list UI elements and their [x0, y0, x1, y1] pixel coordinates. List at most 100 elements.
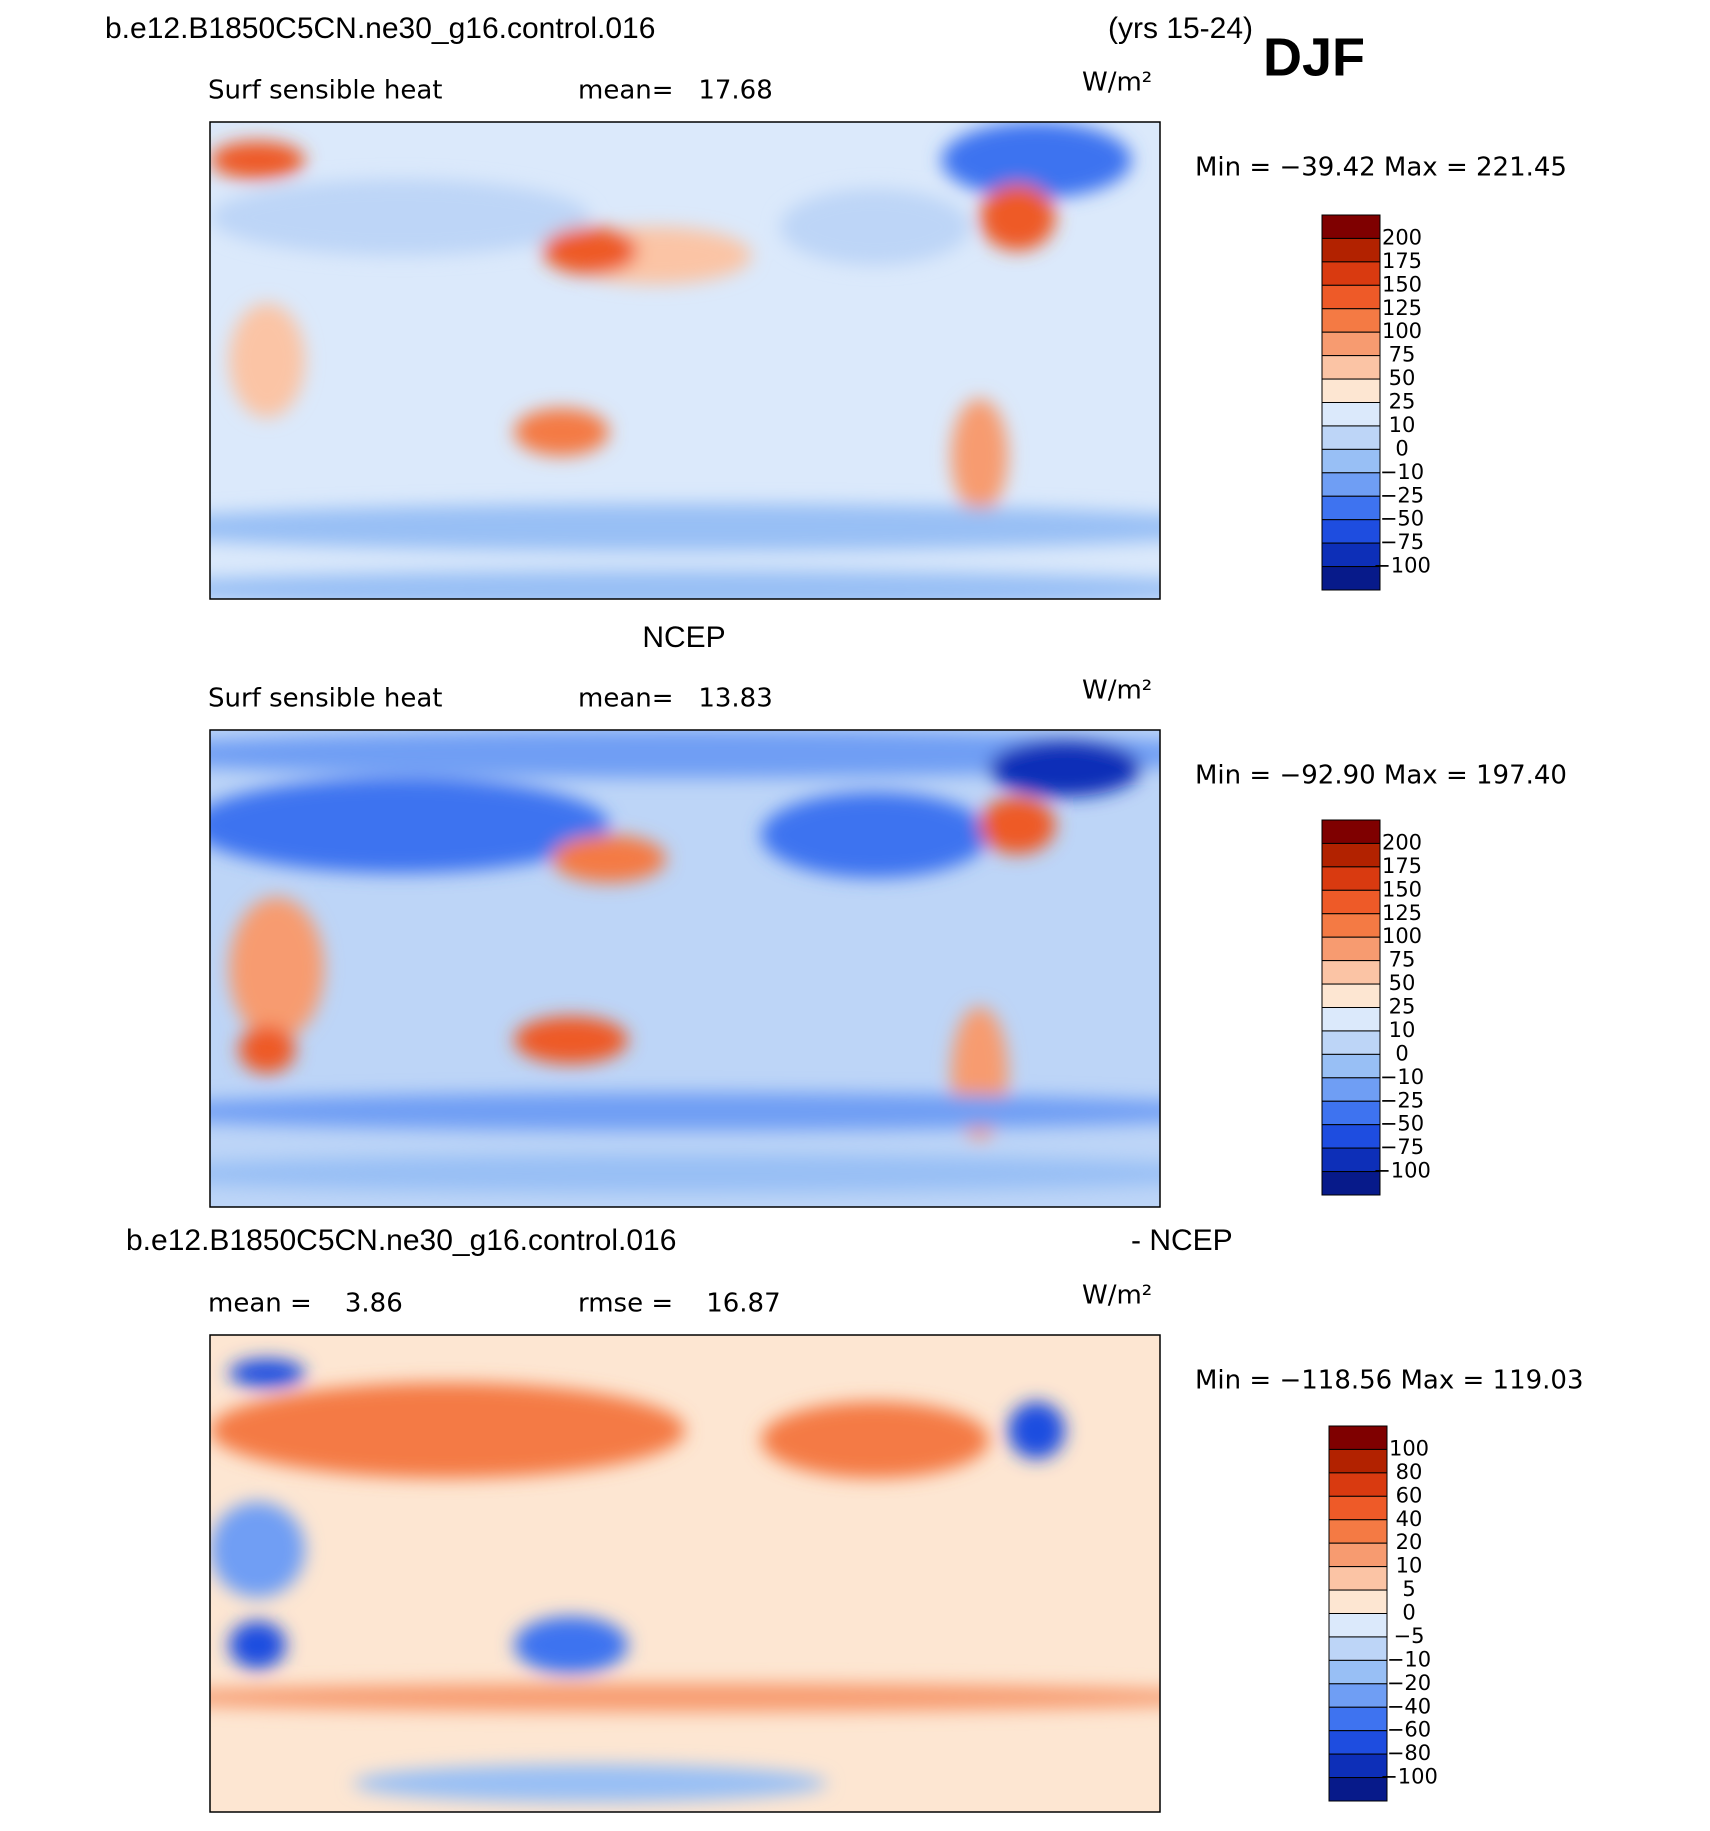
colorbar-box: [1328, 1613, 1388, 1638]
colorbar-box: [1328, 1706, 1388, 1732]
colorbar-box: [1328, 1425, 1388, 1450]
colorbar-label: 10: [1396, 1554, 1423, 1578]
map-frame: [209, 1334, 1161, 1813]
colorbar-box: [1321, 378, 1381, 403]
colorbar-box: [1321, 284, 1381, 310]
field-blob: [514, 1016, 628, 1064]
years: (yrs 15-24): [1108, 12, 1253, 45]
colorbar-box: [1321, 1124, 1381, 1149]
center-label: rmse = 16.87: [578, 1289, 781, 1319]
colorbar-box: [1321, 1053, 1381, 1079]
colorbar-label: 20: [1396, 1530, 1423, 1554]
panel-title: NCEP: [642, 621, 725, 654]
colorbar-box: [1328, 1636, 1388, 1661]
colorbar-label: 25: [1389, 390, 1416, 414]
colorbar-box: [1328, 1519, 1388, 1544]
colorbar-box: [1321, 936, 1381, 962]
field-blob: [238, 1025, 296, 1074]
field-blob: [229, 1621, 286, 1669]
colorbar-box: [1321, 237, 1381, 263]
field-blob: [210, 777, 609, 874]
colorbar-box: [1321, 1100, 1381, 1126]
field-blob: [210, 570, 1160, 599]
field-blob: [210, 1154, 1160, 1193]
colorbar-label: 150: [1382, 877, 1422, 901]
field-blob: [951, 398, 1008, 514]
map-field: [210, 122, 1160, 599]
colorbar-label: −20: [1387, 1671, 1431, 1695]
colorbar-label: −25: [1380, 1088, 1424, 1112]
center-label: mean= 17.68: [578, 76, 773, 106]
colorbar-box: [1321, 1077, 1381, 1102]
colorbar-box: [1321, 402, 1381, 427]
colorbar-label: −80: [1387, 1741, 1431, 1765]
colorbar-label: 0: [1402, 1601, 1415, 1625]
colorbar-label: 175: [1382, 249, 1422, 273]
min-max: Min = −92.90 Max = 197.40: [1195, 761, 1567, 791]
colorbar-label: −100: [1373, 554, 1431, 578]
colorbar-box: [1321, 866, 1381, 891]
colorbar-label: −100: [1380, 1765, 1438, 1789]
colorbar-label: −50: [1380, 507, 1424, 531]
map: [210, 1335, 1160, 1812]
colorbar-box: [1321, 819, 1381, 844]
colorbar-box: [1321, 889, 1381, 915]
colorbar-label: 0: [1395, 1041, 1408, 1065]
colorbar-label: −50: [1380, 1112, 1424, 1136]
colorbar-label: −75: [1380, 530, 1424, 554]
field-blob: [979, 796, 1056, 855]
units: W/m²: [1082, 1281, 1152, 1311]
colorbar-box: [1328, 1448, 1388, 1474]
colorbar-label: 80: [1396, 1460, 1423, 1484]
field-blob: [514, 408, 609, 456]
colorbar-label: 75: [1389, 343, 1416, 367]
colorbar-box: [1321, 913, 1381, 938]
colorbar-box: [1328, 1730, 1388, 1755]
field-blob: [210, 1501, 305, 1598]
field-blob: [210, 179, 590, 256]
min-max: Min = −39.42 Max = 221.45: [1195, 153, 1567, 183]
field-blob: [210, 1683, 1160, 1712]
season: DJF: [1263, 27, 1365, 87]
field-blob: [761, 792, 989, 878]
field-blob: [229, 896, 324, 1041]
colorbar-label: 0: [1395, 436, 1408, 460]
colorbar-label: 150: [1382, 272, 1422, 296]
colorbar-label: −100: [1373, 1159, 1431, 1183]
colorbar-label: −60: [1387, 1718, 1431, 1742]
colorbar-box: [1328, 1683, 1388, 1708]
center-label: mean= 13.83: [578, 684, 773, 714]
field-blob: [552, 834, 666, 883]
colorbar-box: [1321, 1147, 1381, 1173]
colorbar-box: [1321, 960, 1381, 985]
field-blob: [352, 1764, 828, 1803]
left-label: Surf sensible heat: [208, 684, 442, 714]
field-blob: [979, 184, 1056, 251]
field-blob: [229, 1358, 305, 1388]
colorbar-label: 100: [1389, 1436, 1429, 1460]
colorbar-label: 75: [1389, 948, 1416, 972]
colorbar-box: [1328, 1495, 1388, 1521]
field-blob: [229, 303, 305, 418]
colorbar-label: −10: [1387, 1647, 1431, 1671]
colorbar-box: [1321, 1007, 1381, 1032]
panel-title-right: - NCEP: [1131, 1224, 1233, 1257]
colorbar-label: 100: [1382, 319, 1422, 343]
colorbar-label: 200: [1382, 830, 1422, 854]
map-field: [210, 730, 1160, 1193]
colorbar-box: [1321, 331, 1381, 357]
colorbar-label: 50: [1389, 971, 1416, 995]
colorbar-box: [1328, 1589, 1388, 1614]
colorbar-box: [1321, 519, 1381, 544]
panel: Surf sensible heat mean= 17.68 W/m² Min = −…: [208, 68, 1567, 600]
colorbar-label: −5: [1394, 1624, 1425, 1648]
field-blob: [514, 1616, 628, 1674]
colorbar-label: 5: [1402, 1577, 1415, 1601]
field-blob: [1008, 1401, 1065, 1460]
field-blob: [542, 226, 638, 275]
min-max: Min = −118.56 Max = 119.03: [1195, 1366, 1584, 1396]
colorbar-label: −75: [1380, 1135, 1424, 1159]
colorbar-box: [1321, 425, 1381, 450]
colorbar-box: [1321, 355, 1381, 380]
map-frame: [209, 121, 1161, 600]
